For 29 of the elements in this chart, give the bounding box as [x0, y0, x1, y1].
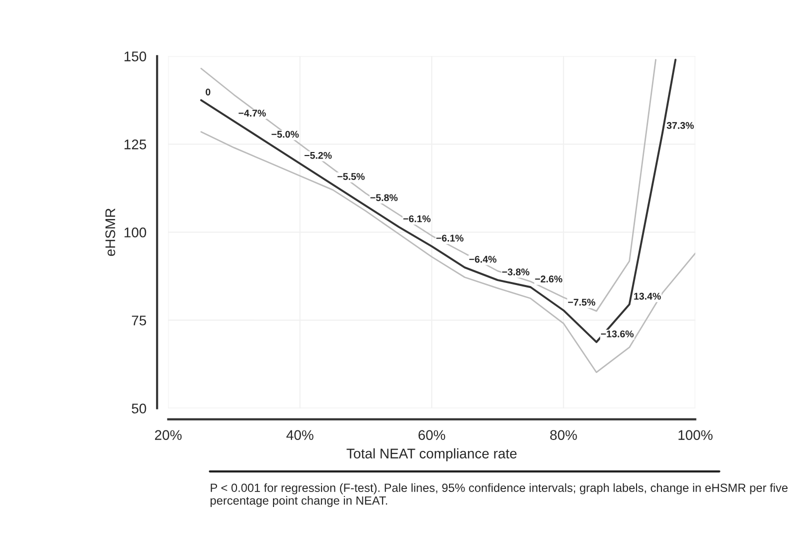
x-tick-label: 40% [286, 430, 314, 440]
y-tick-label: 125 [124, 140, 146, 150]
text: P < 0.001 for regression (F-test). Pale lines, 95% confidence intervals; graph labels, change in eHSMR per five percentage point change in NEAT. [210, 483, 788, 508]
x-tick-label: 80% [550, 430, 577, 440]
annotation: −3.8% [502, 268, 530, 276]
annotation: −13.6% [601, 330, 634, 338]
y-tick-label: 150 [124, 51, 146, 62]
annotation: −6.4% [469, 256, 496, 263]
annotation: −7.5% [568, 298, 596, 306]
annotation: 13.4% [634, 292, 661, 300]
annotation: −5.2% [304, 152, 332, 159]
y-tick-label: 100 [124, 228, 146, 238]
annotation: −5.0% [272, 130, 299, 138]
x-axis-title: Total NEAT compliance rate [346, 448, 517, 462]
annotation: −5.8% [370, 194, 398, 202]
annotation: 37.3% [666, 122, 694, 129]
annotation: 0 [206, 88, 210, 96]
x-tick-label: 100% [678, 430, 713, 440]
y-axis-title: eHSMR [105, 208, 116, 256]
y-tick-label: 75 [132, 316, 146, 326]
x-tick-label: 20% [155, 430, 182, 440]
annotation: −6.1% [436, 234, 464, 242]
y-tick-label: 50 [132, 404, 146, 414]
x-tick-label: 60% [418, 430, 446, 440]
annotation: −6.1% [403, 215, 431, 222]
annotation: −4.7% [238, 110, 266, 117]
line-series [200, 131, 696, 374]
annotation: −5.5% [337, 173, 365, 180]
annotation: −2.6% [535, 276, 562, 282]
